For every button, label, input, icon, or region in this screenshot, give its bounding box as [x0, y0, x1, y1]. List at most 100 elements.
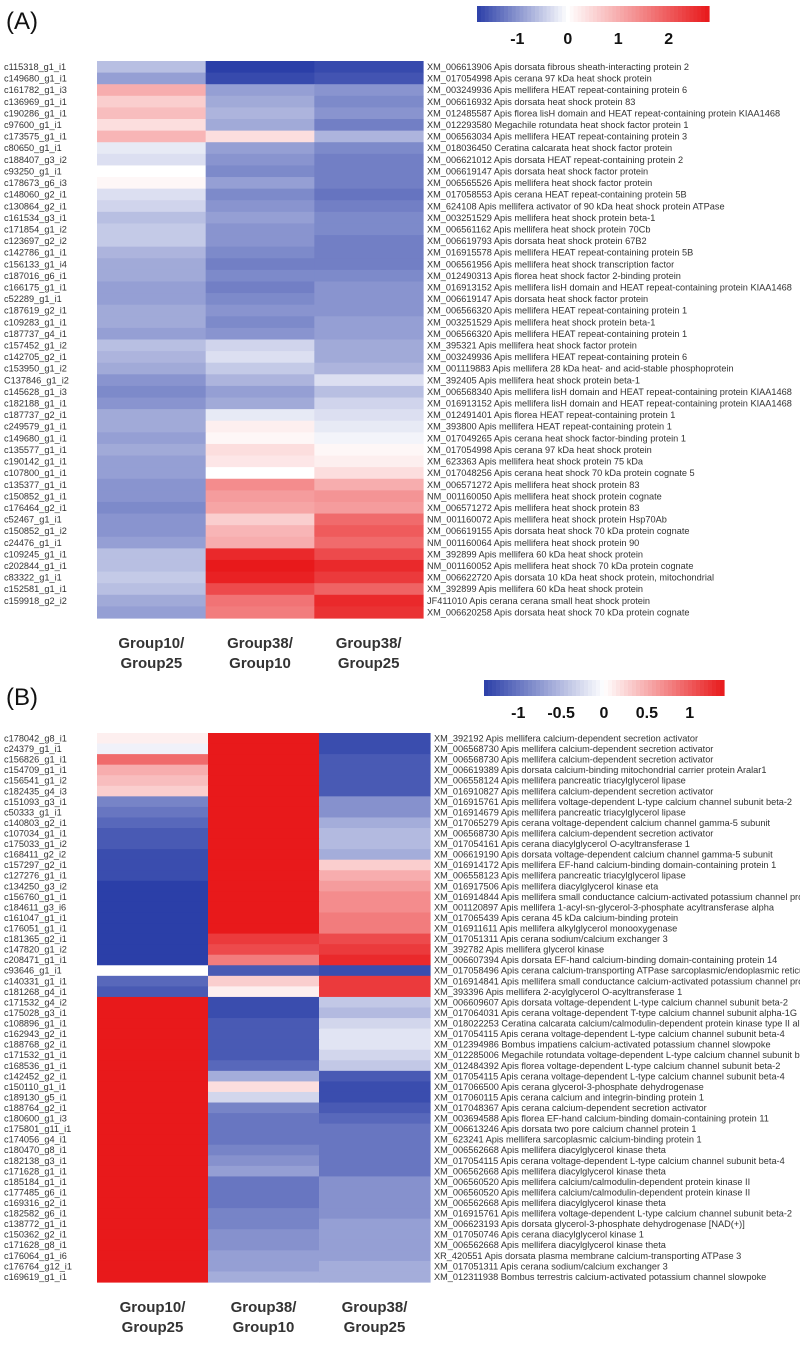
heatmap-cell — [97, 1176, 209, 1188]
heatmap-cell — [205, 281, 315, 294]
heatmap-cell — [314, 594, 424, 607]
heatmap-cell — [208, 796, 320, 808]
heatmap-cell — [97, 327, 207, 341]
heatmap-cell — [314, 559, 424, 573]
row-id-label: c138772_g1_i1 — [4, 1219, 67, 1229]
colorbar-segment — [532, 680, 537, 696]
heatmap-cell — [319, 912, 431, 924]
heatmap-cell — [314, 293, 424, 306]
heatmap-cell — [208, 1070, 320, 1083]
heatmap-cell — [208, 1218, 320, 1230]
colorbar-segment — [600, 680, 605, 696]
colorbar-segment — [668, 680, 673, 696]
gene-label: XM_006621012 Apis dorsata HEAT repeat-co… — [427, 155, 683, 165]
colorbar-segment — [692, 680, 697, 696]
heatmap-cell — [319, 817, 431, 829]
heatmap-cell — [97, 975, 209, 987]
gene-label: XM_006562668 Apis mellifera diacylglycer… — [434, 1166, 667, 1176]
heatmap-cell — [205, 490, 315, 503]
heatmap-cell — [208, 733, 320, 745]
heatmap-cell — [205, 95, 315, 109]
heatmap-cell — [97, 142, 207, 155]
heatmap-cell — [208, 1239, 320, 1251]
colorbar-tick-label: 2 — [664, 31, 673, 48]
heatmap-cell — [319, 764, 431, 776]
gene-label: XM_003249936 Apis mellifera HEAT repeat-… — [427, 352, 687, 362]
heatmap-cell — [208, 1208, 320, 1220]
heatmap-cell — [314, 443, 424, 457]
heatmap-cell — [97, 754, 209, 766]
heatmap-cell — [97, 743, 209, 755]
heatmap-cell — [97, 95, 207, 109]
row-id-label: c190286_g1_i1 — [4, 108, 67, 118]
heatmap-cell — [208, 838, 320, 850]
heatmap-cell — [97, 764, 209, 776]
heatmap-cell — [205, 293, 315, 306]
heatmap-cell — [97, 107, 207, 120]
heatmap-cell — [97, 1250, 209, 1262]
colorbar-segment — [542, 6, 548, 22]
colorbar-segment — [516, 680, 521, 696]
colorbar-segment — [581, 6, 586, 22]
heatmap-cell — [319, 1144, 431, 1156]
gene-label: XM_006560520 Apis mellifera calcium/calm… — [434, 1187, 750, 1197]
row-id-label: c154709_g1_i1 — [4, 765, 67, 775]
colorbar-segment — [604, 680, 609, 696]
colorbar-segment — [658, 6, 664, 22]
gene-label: XM_012394986 Bombus impatiens calcium-ac… — [434, 1040, 771, 1050]
gene-label: NM_001160072 Apis mellifera heat shock p… — [427, 515, 667, 525]
gene-label: XM_006571272 Apis mellifera heat shock p… — [427, 503, 639, 513]
heatmap-cell — [319, 944, 431, 956]
heatmap-cell — [319, 901, 431, 914]
gene-label: XM_016914841 Apis mellifera small conduc… — [434, 976, 800, 986]
heatmap-b: c178042_g8_i1 XM_392192 Apis mellifera ca… — [4, 680, 800, 1336]
heatmap-cell — [319, 838, 431, 850]
colorbar-segment — [554, 6, 559, 22]
row-id-label: c115318_g1_i1 — [4, 62, 66, 72]
colorbar-segment — [720, 680, 725, 696]
gene-label: XM_018022253 Ceratina calcarata calcium/… — [434, 1019, 800, 1029]
gene-label: XM_017051311 Apis cerana sodium/calcium … — [434, 934, 668, 944]
heatmap-cell — [97, 965, 209, 977]
heatmap-cell — [208, 754, 320, 766]
heatmap-cell — [314, 281, 424, 294]
heatmap-cell — [319, 1155, 431, 1167]
gene-label: XM_006613246 Apis dorsata two pore calci… — [434, 1124, 697, 1134]
heatmap-cell — [319, 754, 431, 766]
heatmap-cell — [97, 1081, 209, 1093]
heatmap-cell — [314, 374, 424, 387]
row-id-label: c135577_g1_i1 — [4, 445, 67, 455]
heatmap-cell — [319, 1123, 431, 1135]
row-id-label: c178042_g8_i1 — [4, 733, 67, 743]
gene-label: XM_006571272 Apis mellifera heat shock p… — [427, 480, 639, 490]
heatmap-cell — [97, 891, 209, 903]
gene-label: XM_006561956 Apis mellifera heat shock t… — [427, 259, 674, 269]
colorbar-segment — [628, 680, 633, 696]
row-id-label: c171628_g8_i1 — [4, 1240, 67, 1250]
heatmap-cell — [205, 61, 315, 74]
heatmap-cell — [314, 84, 424, 97]
heatmap-cell — [205, 559, 315, 573]
gene-label: XM_006562668 Apis mellifera diacylglycer… — [434, 1198, 667, 1208]
colorbar-tick-label: -0.5 — [547, 705, 575, 722]
gene-label: XM_016911611 Apis mellifera alkylglycero… — [434, 924, 677, 934]
row-id-label: c142452_g2_i1 — [4, 1071, 67, 1081]
heatmap-cell — [208, 1028, 320, 1040]
heatmap-cell — [319, 1113, 431, 1125]
heatmap-cell — [319, 933, 431, 945]
heatmap-cell — [208, 891, 320, 903]
heatmap-cell — [314, 420, 424, 433]
heatmap-cell — [319, 923, 431, 935]
heatmap-cell — [208, 1165, 320, 1178]
heatmap-cell — [97, 84, 207, 97]
colorbar-segment — [616, 680, 621, 696]
heatmap-cell — [205, 443, 315, 457]
heatmap-cell — [208, 1134, 320, 1146]
colorbar-segment — [670, 6, 675, 22]
heatmap-cell — [97, 351, 207, 364]
gene-label: XM_017054161 Apis cerana diacylglycerol … — [434, 839, 690, 849]
heatmap-cell — [314, 351, 424, 364]
gene-label: XM_012311938 Bombus terrestris calcium-a… — [434, 1272, 766, 1282]
colorbar-segment — [600, 6, 606, 22]
row-id-label: c175033_g1_i2 — [4, 839, 67, 849]
